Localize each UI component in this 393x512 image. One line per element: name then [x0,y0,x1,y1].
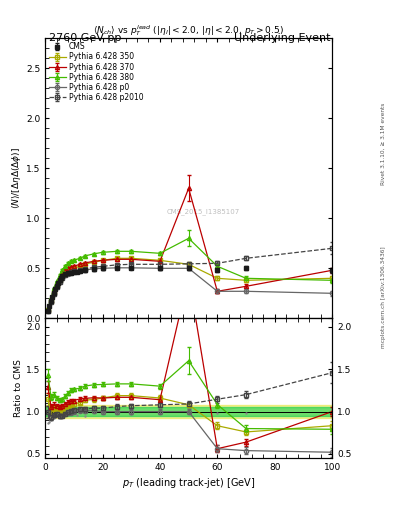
Text: mcplots.cern.ch [arXiv:1306.3436]: mcplots.cern.ch [arXiv:1306.3436] [381,246,386,348]
Bar [45,405,332,418]
Legend: CMS, Pythia 6.428 350, Pythia 6.428 370, Pythia 6.428 380, Pythia 6.428 p0, Pyth: CMS, Pythia 6.428 350, Pythia 6.428 370,… [48,40,145,103]
Y-axis label: $\langle N\rangle/[\Delta\eta\Delta(\Delta\phi)]$: $\langle N\rangle/[\Delta\eta\Delta(\Del… [10,147,23,209]
Text: CMS_2015_I1385107: CMS_2015_I1385107 [166,208,240,216]
Bar [45,408,332,416]
Text: Underlying Event: Underlying Event [233,33,330,44]
Title: $\langle N_{ch}\rangle$ vs $p_T^{lead}$ ($|\eta_l|<2.0$, $|\eta|<2.0$, $p_T>0.5$: $\langle N_{ch}\rangle$ vs $p_T^{lead}$ … [93,24,284,38]
X-axis label: $p_T$ (leading track-jet) [GeV]: $p_T$ (leading track-jet) [GeV] [122,476,255,490]
Text: 2760 GeV pp: 2760 GeV pp [49,33,121,44]
Text: Rivet 3.1.10, ≥ 3.1M events: Rivet 3.1.10, ≥ 3.1M events [381,102,386,184]
Y-axis label: Ratio to CMS: Ratio to CMS [14,359,23,417]
